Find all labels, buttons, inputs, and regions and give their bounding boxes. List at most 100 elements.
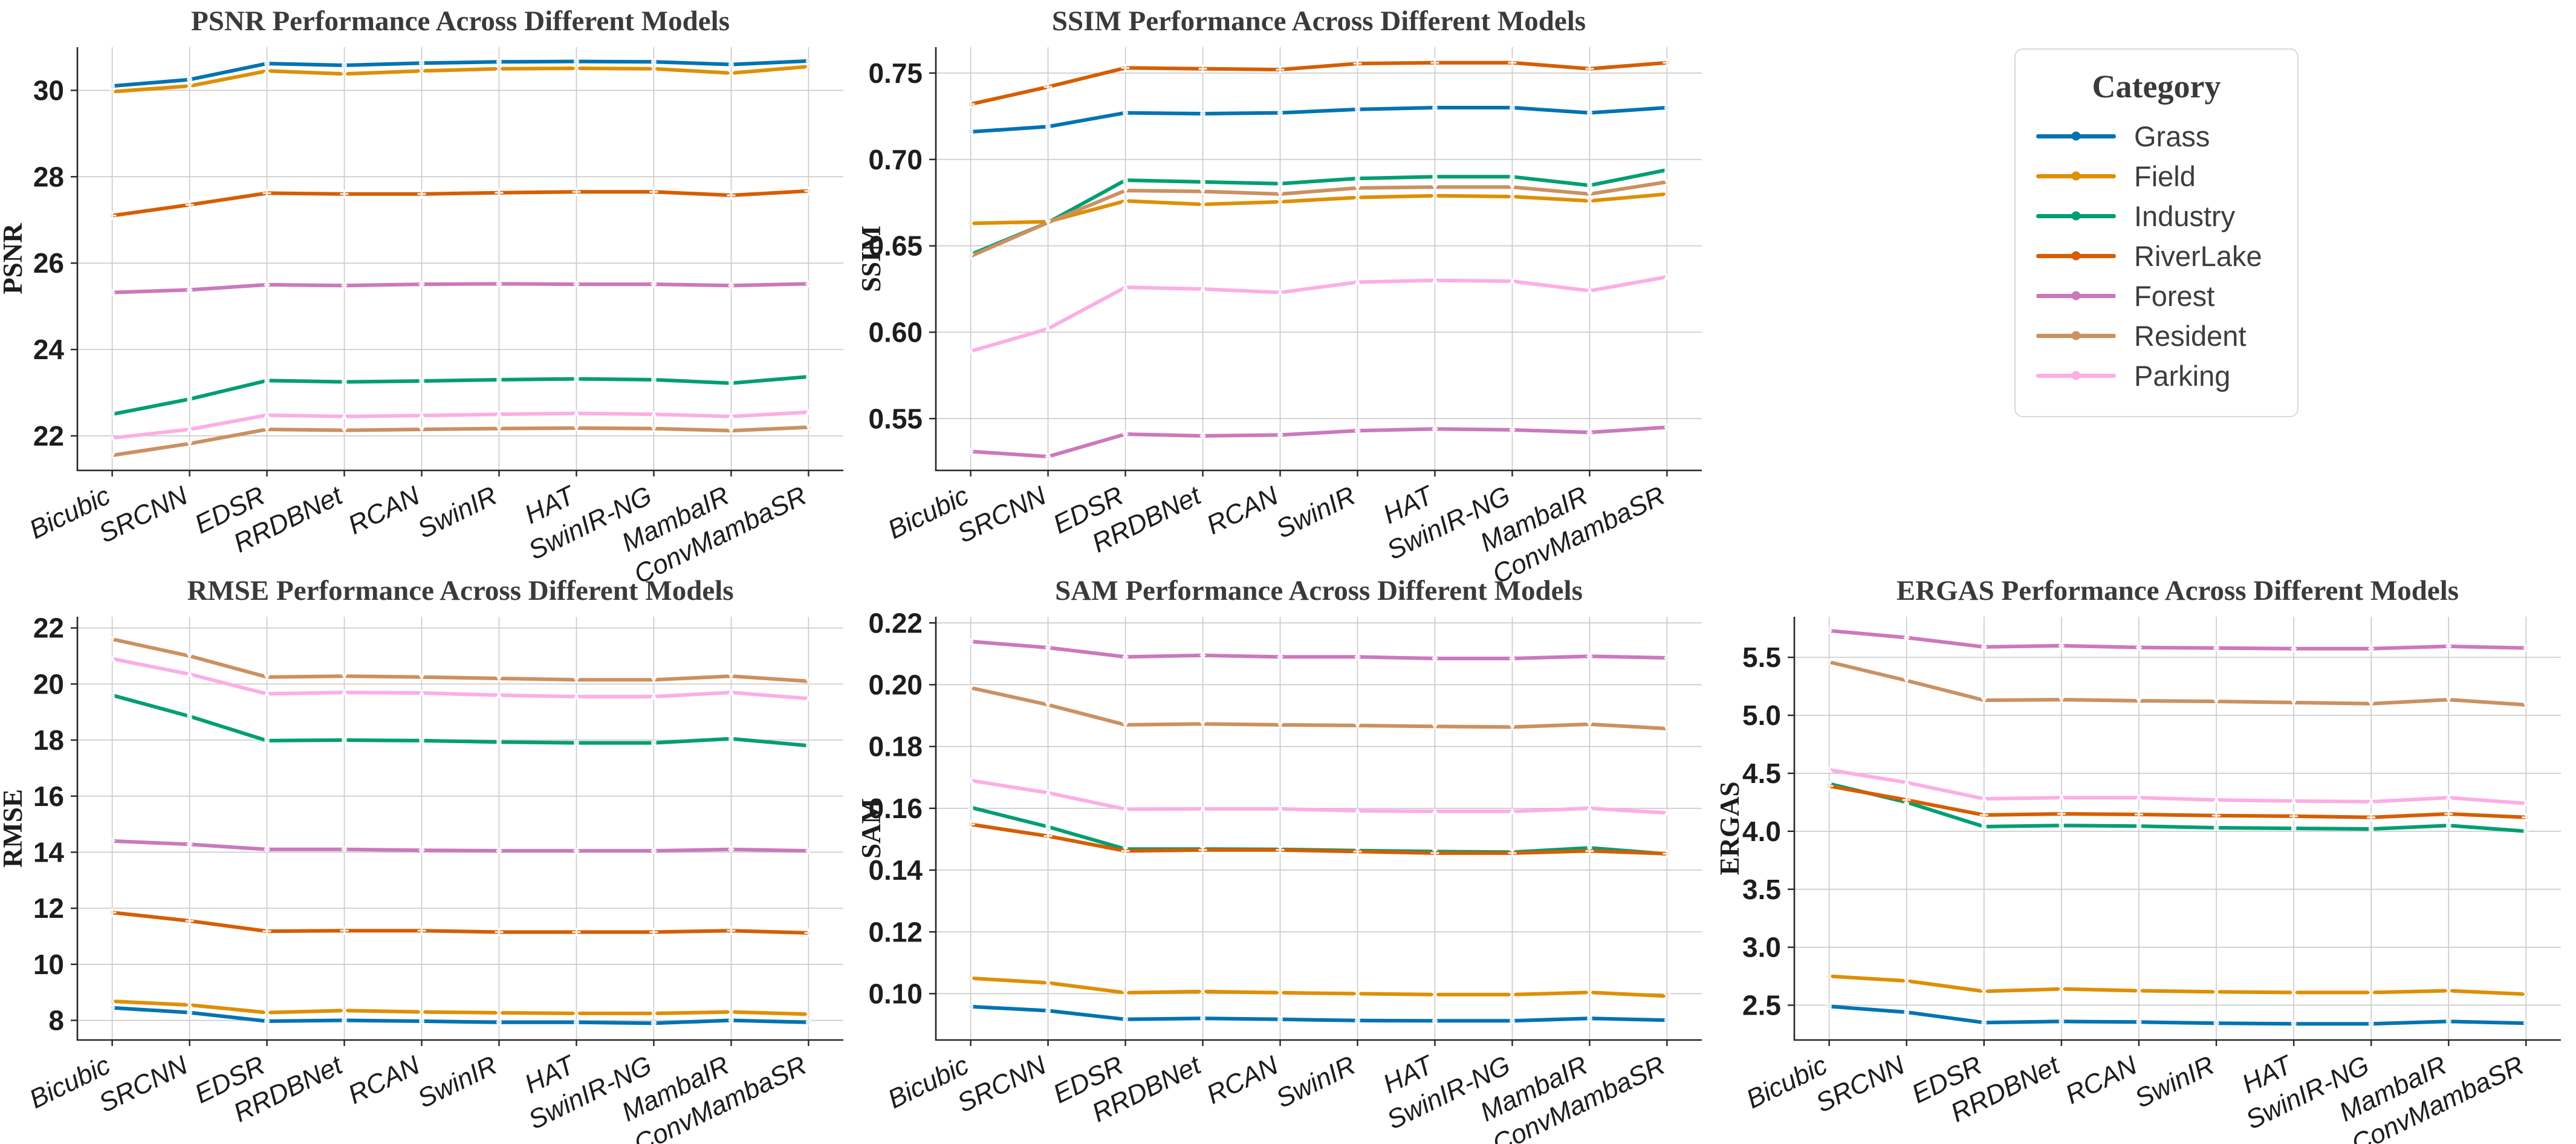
data-point-marker (1354, 807, 1361, 814)
data-point-marker (573, 677, 580, 683)
data-point-marker (1430, 58, 1439, 67)
data-point-marker (573, 58, 580, 65)
data-point-marker (418, 1018, 425, 1024)
data-point-marker (1043, 831, 1053, 840)
forest-marker-icon (2071, 291, 2081, 301)
data-point-marker (2058, 697, 2065, 703)
data-point-marker (805, 1019, 812, 1025)
data-point-marker (496, 692, 502, 698)
data-point-marker (342, 737, 347, 743)
data-point-marker (805, 1010, 813, 1018)
legend-item-riverlake: RiverLake (2036, 236, 2277, 276)
data-point-marker (2059, 1018, 2065, 1024)
y-axis-label: PSNR (0, 223, 28, 294)
data-point-marker (573, 425, 580, 432)
series-resident (109, 636, 812, 685)
data-point-marker (109, 1005, 115, 1011)
data-point-marker (1432, 1018, 1438, 1024)
series-industry (109, 692, 811, 749)
data-point-marker (1123, 177, 1128, 183)
legend-item-grass: Grass (2036, 116, 2277, 156)
data-point-marker (264, 738, 270, 744)
data-point-marker (1587, 183, 1592, 188)
svg-text:10: 10 (33, 949, 64, 980)
data-point-marker (1277, 1016, 1283, 1022)
svg-text:30: 30 (33, 75, 64, 106)
svg-text:3.0: 3.0 (1742, 932, 1781, 963)
svg-text:22: 22 (33, 420, 64, 452)
svg-text:0.22: 0.22 (868, 607, 923, 639)
data-point-marker (1199, 201, 1207, 208)
data-point-marker (1354, 106, 1361, 112)
data-point-marker (1045, 325, 1051, 332)
data-point-marker (2522, 645, 2529, 652)
data-point-marker (1903, 634, 1910, 642)
data-point-marker (2136, 823, 2142, 829)
svg-text:0.16: 0.16 (868, 793, 923, 824)
data-point-marker (2057, 809, 2066, 819)
field-line-swatch-icon (2036, 171, 2116, 181)
data-point-marker (1122, 1016, 1129, 1022)
data-point-marker (417, 189, 426, 199)
data-point-marker (109, 411, 115, 417)
data-point-marker (967, 974, 975, 982)
data-point-marker (341, 1017, 348, 1024)
data-point-marker (1277, 109, 1283, 116)
data-point-marker (495, 1009, 503, 1016)
svg-text:14: 14 (33, 837, 65, 868)
legend-title: Category (2092, 68, 2221, 105)
svg-text:8: 8 (48, 1005, 64, 1036)
series-parking (967, 273, 1670, 354)
data-point-marker (1826, 627, 1833, 634)
data-point-marker (1586, 652, 1594, 660)
data-point-marker (1826, 1003, 1832, 1009)
svg-text:12: 12 (33, 892, 64, 924)
data-point-marker (1121, 653, 1129, 661)
svg-text:SRCNN: SRCNN (94, 1050, 192, 1119)
chart-title: RMSE Performance Across Different Models (187, 575, 733, 606)
data-point-marker (340, 846, 348, 853)
data-point-marker (2213, 645, 2220, 652)
data-point-marker (1981, 824, 1987, 830)
data-point-marker (1276, 431, 1284, 439)
data-point-marker (108, 211, 117, 220)
data-point-marker (574, 376, 579, 382)
svg-text:26: 26 (33, 247, 64, 279)
data-point-marker (496, 675, 502, 682)
data-point-marker (1826, 766, 1833, 773)
ergas-chart: ERGAS Performance Across Different Model… (1715, 574, 2576, 1144)
data-point-marker (1432, 174, 1438, 180)
data-point-marker (967, 638, 975, 645)
data-point-marker (1508, 193, 1516, 201)
data-point-marker (2059, 823, 2065, 828)
y-tick-labels: 22 24 26 28 30 (33, 75, 65, 452)
legend-label: Grass (2134, 120, 2210, 152)
axes (1788, 617, 2561, 1046)
rmse-chart-svg: RMSE Performance Across Different Models… (0, 575, 843, 1144)
data-point-marker (2445, 987, 2453, 995)
data-point-marker (340, 1007, 348, 1015)
data-point-marker (418, 412, 425, 418)
data-point-marker (572, 187, 581, 197)
data-point-marker (2289, 811, 2299, 821)
data-point-marker (967, 1004, 974, 1010)
data-point-marker (418, 674, 425, 681)
data-point-marker (1199, 285, 1206, 292)
data-point-marker (1043, 82, 1053, 91)
forest-line-swatch-icon (2036, 291, 2116, 301)
data-point-marker (2290, 645, 2297, 652)
svg-text:4.0: 4.0 (1742, 816, 1781, 847)
data-point-marker (2445, 697, 2452, 703)
data-point-marker (263, 281, 271, 288)
data-point-marker (1044, 979, 1052, 987)
data-point-marker (2290, 989, 2298, 996)
data-point-marker (108, 289, 116, 296)
svg-text:22: 22 (33, 613, 64, 644)
data-point-marker (340, 70, 348, 78)
data-point-marker (967, 777, 974, 784)
data-point-marker (2367, 989, 2375, 996)
data-point-marker (650, 847, 658, 854)
data-point-marker (496, 739, 502, 745)
ssim-chart: SSIM Performance Across Different Models… (856, 0, 1717, 590)
